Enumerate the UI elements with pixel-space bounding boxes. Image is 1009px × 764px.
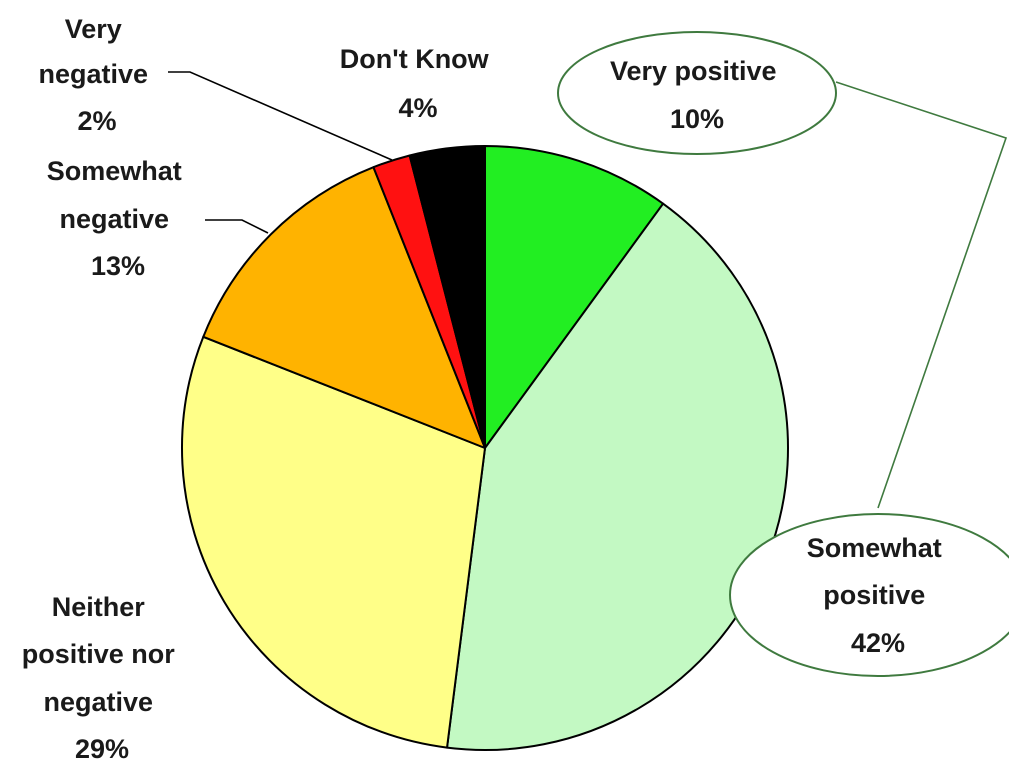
label-very-positive-line1: Very positive — [610, 56, 777, 86]
label-somewhat-negative-line1: Somewhat — [47, 156, 182, 186]
leader-somewhat-negative — [205, 219, 269, 234]
label-very-negative: Very negative 2% — [38, 14, 155, 136]
label-neither-pct: 29% — [75, 734, 129, 764]
label-dont-know: Don't Know 4% — [340, 44, 496, 123]
label-neither-line3: negative — [43, 687, 153, 717]
label-neither-line1: Neither — [52, 592, 146, 622]
label-very-positive: Very positive 10% — [610, 56, 784, 134]
label-neither-line2: positive nor — [22, 639, 176, 669]
leader-very-positive — [835, 81, 1008, 509]
callout-very-positive — [557, 31, 837, 155]
slice-neither-positive-nor-negative — [181, 335, 486, 749]
label-dont-know-line1: Don't Know — [340, 44, 490, 74]
callouts-and-leaders — [168, 31, 1009, 677]
leader-very-negative — [168, 71, 393, 161]
label-very-negative-line1: Very — [65, 14, 122, 44]
label-very-negative-pct: 2% — [77, 106, 116, 136]
label-very-negative-line2: negative — [38, 59, 148, 89]
pie-slices — [181, 145, 789, 751]
slice-don-t-know — [408, 145, 486, 449]
label-somewhat-positive-pct: 42% — [851, 628, 905, 658]
label-neither: Neither positive nor negative 29% — [22, 592, 183, 764]
label-somewhat-negative: Somewhat negative 13% — [47, 156, 190, 281]
label-somewhat-positive-line1: Somewhat — [807, 533, 942, 563]
callout-somewhat-positive — [729, 513, 1009, 677]
label-somewhat-negative-pct: 13% — [91, 251, 145, 281]
label-somewhat-negative-line2: negative — [59, 204, 169, 234]
label-dont-know-pct: 4% — [398, 93, 437, 123]
slice-somewhat-negative — [202, 166, 486, 449]
label-somewhat-positive: Somewhat positive 42% — [807, 533, 950, 658]
label-somewhat-positive-line2: positive — [823, 580, 925, 610]
label-very-positive-pct: 10% — [670, 104, 724, 134]
slice-very-positive — [484, 145, 665, 449]
